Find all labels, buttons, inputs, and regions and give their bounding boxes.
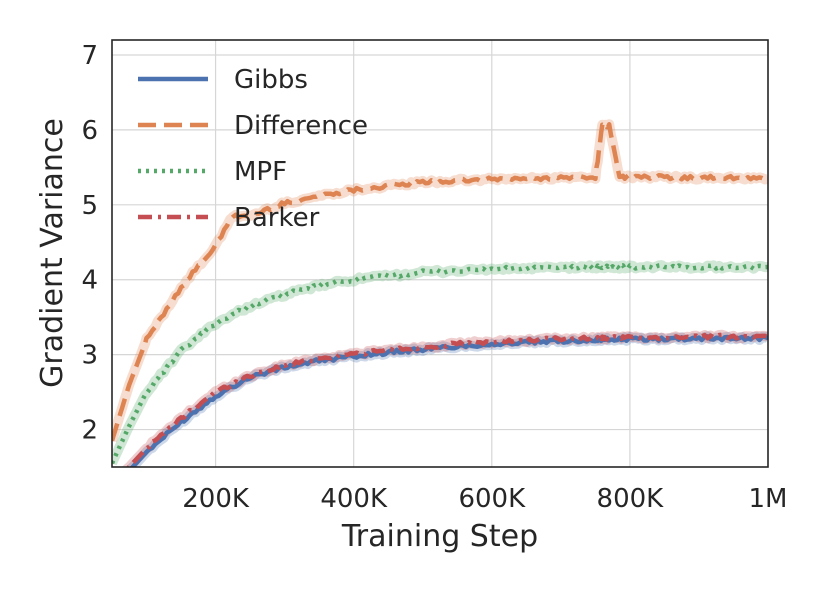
y-axis-label: Gradient Variance xyxy=(35,118,70,388)
legend-item-mpf: MPF xyxy=(138,157,287,187)
x-tick-label: 1M xyxy=(749,484,788,514)
y-axis-ticks: 2 3 4 5 6 7 xyxy=(81,41,98,446)
legend-label: Difference xyxy=(234,111,368,141)
x-tick-label: 200K xyxy=(182,484,250,514)
series-line-difference xyxy=(112,122,768,442)
series-line-barker xyxy=(125,332,768,467)
series-band-barker xyxy=(121,329,768,467)
series-line-mpf xyxy=(112,262,768,465)
legend-label: Barker xyxy=(234,203,320,233)
y-tick-label: 7 xyxy=(81,41,98,71)
y-tick-label: 6 xyxy=(81,116,98,146)
plot-frame xyxy=(111,39,769,468)
legend-item-difference: Difference xyxy=(138,111,368,141)
legend-item-gibbs: Gibbs xyxy=(138,65,308,95)
legend: Gibbs Difference MPF Barker xyxy=(138,65,368,233)
y-tick-label: 3 xyxy=(81,341,98,371)
x-tick-label: 600K xyxy=(458,484,526,514)
y-tick-label: 4 xyxy=(81,266,98,296)
legend-label: MPF xyxy=(234,157,287,187)
y-tick-label: 2 xyxy=(81,416,98,446)
legend-label: Gibbs xyxy=(234,65,308,95)
series-line-gibbs xyxy=(129,334,768,467)
y-tick-label: 5 xyxy=(81,191,98,221)
legend-item-barker: Barker xyxy=(138,203,320,233)
series-band-gibbs xyxy=(125,331,768,467)
x-axis-label: Training Step xyxy=(341,519,538,554)
x-tick-label: 800K xyxy=(597,484,665,514)
series-band-mpf xyxy=(112,260,768,466)
x-tick-label: 400K xyxy=(320,484,388,514)
series-lines xyxy=(112,122,768,467)
x-axis-ticks: 200K 400K 600K 800K 1M xyxy=(182,484,787,514)
